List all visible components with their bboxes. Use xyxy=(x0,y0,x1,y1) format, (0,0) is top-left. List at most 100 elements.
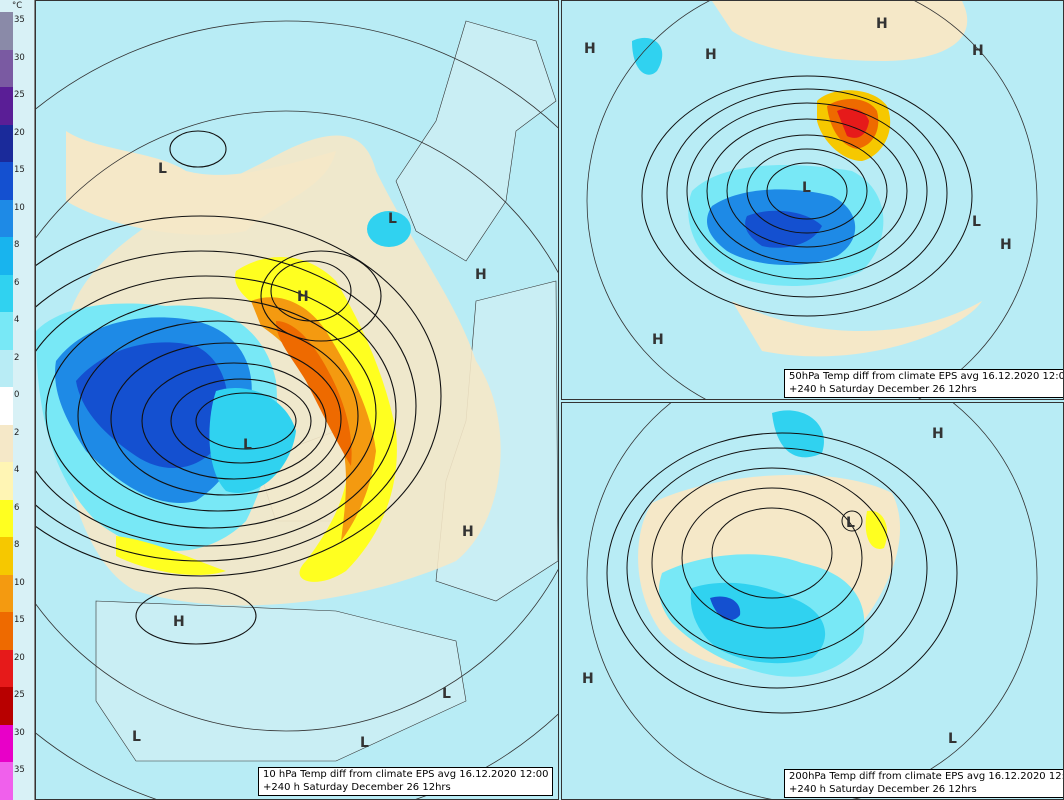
legend-label: 6 xyxy=(14,277,20,288)
caption-200hpa: 200hPa Temp diff from climate EPS avg 16… xyxy=(784,769,1064,798)
legend-label: 4 xyxy=(14,465,20,476)
caption-50hpa-line2: +240 h Saturday December 26 12hrs xyxy=(789,383,977,395)
latitude-circles xyxy=(36,20,558,799)
legend-swatch xyxy=(0,724,13,763)
map-50hpa-canvas: H H H H L L H H xyxy=(584,1,1038,399)
pressure-mark: H xyxy=(652,332,664,348)
legend-swatch xyxy=(0,124,13,163)
legend-swatch xyxy=(0,349,13,388)
pressure-mark: L xyxy=(846,515,855,531)
pressure-mark: L xyxy=(158,161,167,177)
cold-anomaly-east xyxy=(209,387,296,493)
map-10hpa-canvas: L L H H H L H L L L xyxy=(36,20,558,799)
latitude-circles xyxy=(586,1,1038,399)
legend-label: 15 xyxy=(14,165,25,176)
temperature-legend: °C 35 30 25 20 15 10 8 6 4 2 0 2 4 6 8 10 15 20 25 30 35 xyxy=(0,0,35,800)
pressure-mark: H xyxy=(972,43,984,59)
pressure-mark: H xyxy=(705,47,717,63)
weak-warm-anomaly-north xyxy=(712,1,968,61)
pressure-marks: H H H H L L H H xyxy=(584,16,1012,348)
map-200hpa-canvas: H L H L xyxy=(582,403,1038,799)
pressure-mark: L xyxy=(802,180,811,196)
weak-warm-anomaly-south xyxy=(732,301,982,357)
legend-swatch xyxy=(0,574,13,613)
legend-swatch xyxy=(0,537,13,576)
legend-swatch xyxy=(0,612,13,651)
geopotential-contours xyxy=(36,130,442,645)
pressure-mark: H xyxy=(876,16,888,32)
legend-label: 10 xyxy=(14,202,25,213)
geopotential-contours xyxy=(641,75,973,317)
legend-swatch xyxy=(0,12,13,51)
pressure-mark: L xyxy=(442,686,451,702)
legend-label: 25 xyxy=(14,690,25,701)
pressure-mark: L xyxy=(132,729,141,745)
caption-10hpa: 10 hPa Temp diff from climate EPS avg 16… xyxy=(258,767,554,796)
legend-label: 15 xyxy=(14,615,25,626)
legend-swatch xyxy=(0,762,13,800)
caption-10hpa-line2: +240 h Saturday December 26 12hrs xyxy=(263,781,451,793)
legend-swatch xyxy=(0,87,13,126)
pressure-mark: H xyxy=(297,289,309,305)
legend-swatch xyxy=(0,274,13,313)
legend-unit: °C xyxy=(12,1,23,11)
pressure-mark: L xyxy=(948,731,957,747)
warm-anomaly-south xyxy=(116,536,226,576)
legend-swatch xyxy=(0,687,13,726)
pressure-mark: H xyxy=(462,524,474,540)
caption-200hpa-line2: +240 h Saturday December 26 12hrs xyxy=(789,783,977,795)
legend-label: 25 xyxy=(14,90,25,101)
legend-swatch xyxy=(0,462,13,501)
pressure-mark: L xyxy=(360,735,369,751)
legend-swatch xyxy=(0,312,13,351)
legend-label: 8 xyxy=(14,240,20,251)
latitude-circles xyxy=(586,403,1038,799)
legend-label: 30 xyxy=(14,727,25,738)
pressure-mark: H xyxy=(173,614,185,630)
legend-label: 30 xyxy=(14,52,25,63)
legend-label: 6 xyxy=(14,502,20,513)
legend-swatch xyxy=(0,499,13,538)
legend-swatch xyxy=(0,237,13,276)
cold-anomaly-small xyxy=(367,211,411,247)
legend-label: 35 xyxy=(14,765,25,776)
pressure-mark: L xyxy=(243,437,252,453)
legend-swatch xyxy=(0,49,13,88)
legend-label: 2 xyxy=(14,352,20,363)
pressure-mark: H xyxy=(584,41,596,57)
legend-label: 35 xyxy=(14,15,25,25)
cold-anomaly-small xyxy=(632,37,663,75)
legend-swatch xyxy=(0,387,13,426)
caption-50hpa: 50hPa Temp diff from climate EPS avg 16.… xyxy=(784,369,1064,398)
legend-swatch xyxy=(0,162,13,201)
warm-anomaly-core xyxy=(276,321,352,466)
legend-swatch xyxy=(0,649,13,688)
map-50hpa: H H H H L L H H 50hPa Temp diff from cli… xyxy=(561,0,1064,400)
weak-warm-anomaly-north xyxy=(66,131,336,235)
pressure-marks: L L H H H L H L L L xyxy=(132,161,487,751)
pressure-mark: H xyxy=(582,671,594,687)
caption-50hpa-line1: 50hPa Temp diff from climate EPS avg 16.… xyxy=(789,371,1064,382)
pressure-mark: L xyxy=(388,211,397,227)
pressure-marks: H L H L xyxy=(582,426,957,747)
warm-anomaly xyxy=(865,510,888,549)
geopotential-contours xyxy=(606,432,958,714)
legend-label: 2 xyxy=(14,427,20,438)
legend-label: 20 xyxy=(14,127,25,138)
legend-label: 0 xyxy=(14,390,20,401)
pressure-mark: H xyxy=(475,267,487,283)
map-10hpa: L L H H H L H L L L 10 hPa Temp diff fro… xyxy=(35,0,559,800)
legend-label: 20 xyxy=(14,652,25,663)
pressure-mark: L xyxy=(972,214,981,230)
legend-swatch xyxy=(0,199,13,238)
caption-200hpa-line1: 200hPa Temp diff from climate EPS avg 16… xyxy=(789,771,1064,782)
pressure-mark: H xyxy=(1000,237,1012,253)
pressure-mark: H xyxy=(932,426,944,442)
legend-label: 8 xyxy=(14,540,20,551)
cold-anomaly-core xyxy=(710,596,741,621)
legend-label: 4 xyxy=(14,315,20,326)
legend-swatch xyxy=(0,424,13,463)
legend-label: 10 xyxy=(14,577,25,588)
map-200hpa: H L H L 200hPa Temp diff from climate EP… xyxy=(561,402,1064,800)
